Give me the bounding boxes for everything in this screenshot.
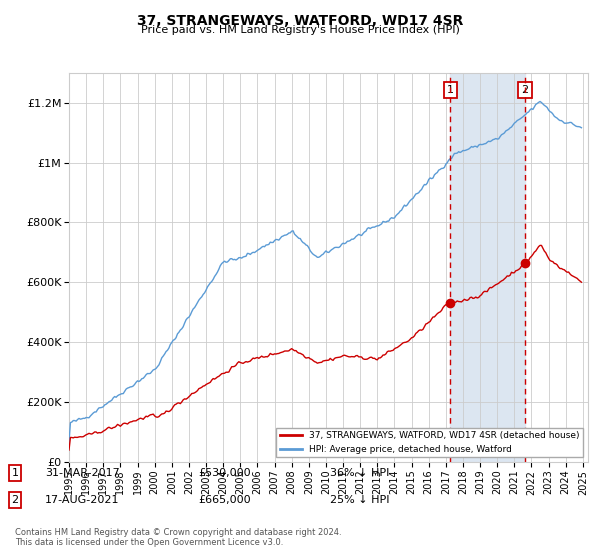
Text: £530,000: £530,000 <box>198 468 251 478</box>
Text: 2: 2 <box>11 495 19 505</box>
Text: 36% ↓ HPI: 36% ↓ HPI <box>330 468 389 478</box>
Text: 37, STRANGEWAYS, WATFORD, WD17 4SR: 37, STRANGEWAYS, WATFORD, WD17 4SR <box>137 14 463 28</box>
Text: 1: 1 <box>446 85 454 95</box>
Text: 17-AUG-2021: 17-AUG-2021 <box>45 495 119 505</box>
Text: 31-MAR-2017: 31-MAR-2017 <box>45 468 120 478</box>
Text: 1: 1 <box>11 468 19 478</box>
Text: 2: 2 <box>521 85 529 95</box>
Text: 25% ↓ HPI: 25% ↓ HPI <box>330 495 389 505</box>
Bar <box>450 73 525 462</box>
Text: £665,000: £665,000 <box>198 495 251 505</box>
Legend: 37, STRANGEWAYS, WATFORD, WD17 4SR (detached house), HPI: Average price, detache: 37, STRANGEWAYS, WATFORD, WD17 4SR (deta… <box>276 428 583 458</box>
Text: Contains HM Land Registry data © Crown copyright and database right 2024.
This d: Contains HM Land Registry data © Crown c… <box>15 528 341 547</box>
Text: Price paid vs. HM Land Registry's House Price Index (HPI): Price paid vs. HM Land Registry's House … <box>140 25 460 35</box>
